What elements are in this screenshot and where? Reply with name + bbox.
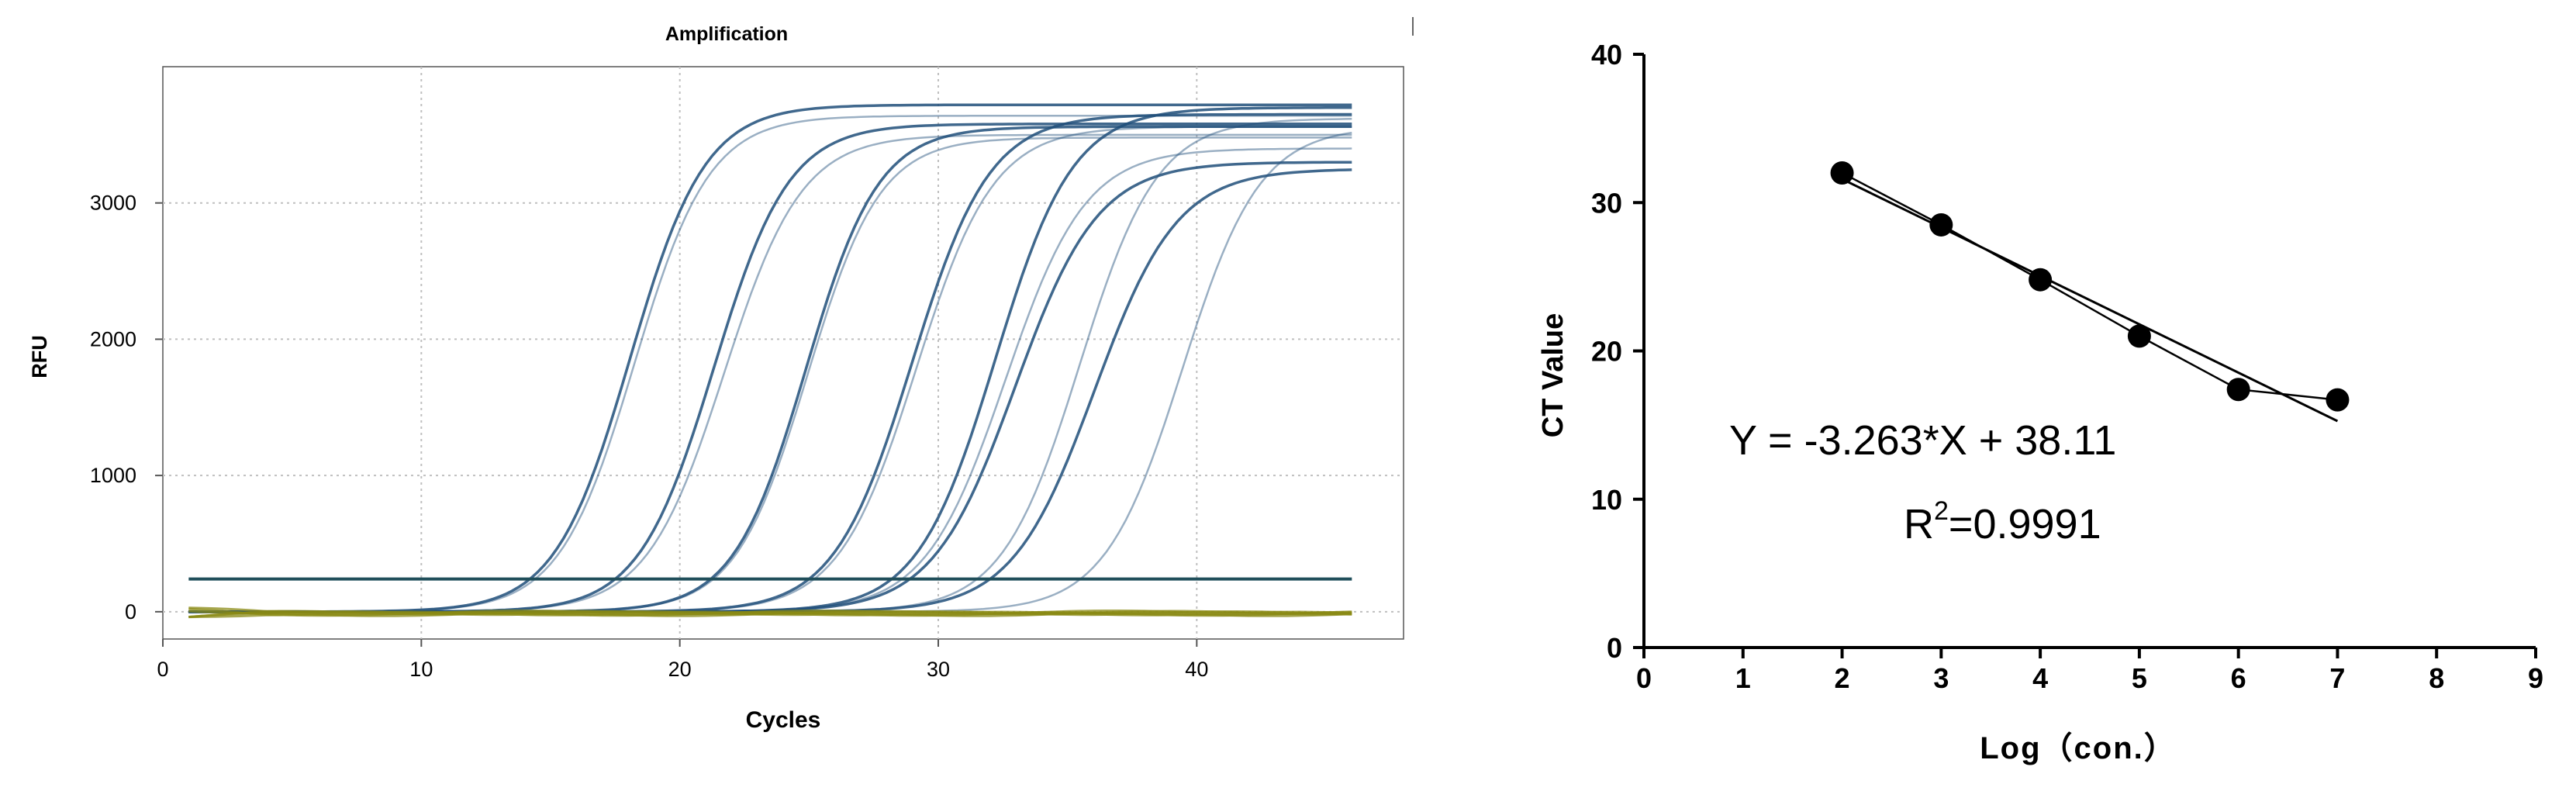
y-tick-label: 3000 (90, 192, 136, 215)
x-tick-label: 4 (2032, 662, 2048, 694)
y-tick-label: 10 (1591, 484, 1622, 516)
data-point (2326, 388, 2350, 412)
standard-curve-axes (1642, 54, 2536, 649)
amplification-chart-title: Amplification (665, 23, 788, 45)
x-tick-label: 9 (2528, 662, 2543, 694)
standard-curve-x-ticks: 0 1 2 3 4 5 6 7 8 9 (1636, 648, 2543, 694)
data-point (1830, 161, 1854, 185)
amplification-curves (188, 103, 1352, 619)
x-tick-label: 40 (1185, 658, 1208, 681)
x-tick-label: 30 (927, 658, 950, 681)
standard-curve-y-axis-label: CT Value (1537, 313, 1569, 438)
x-tick-label: 1 (1735, 662, 1751, 694)
amplification-y-axis-label: RFU (28, 335, 51, 378)
data-point (1929, 212, 1953, 237)
x-tick-label: 3 (1933, 662, 1949, 694)
x-tick-label: 2 (1835, 662, 1850, 694)
amplification-chart: Amplification 0 10 20 30 40 0 1000 2000 3000 Cy… (28, 23, 1404, 733)
y-tick-label: 1000 (90, 464, 136, 487)
x-tick-label: 20 (668, 658, 692, 681)
amplification-x-ticks: 0 10 20 30 40 (157, 639, 1208, 681)
standard-curve-y-ticks: 0 10 20 30 40 (1591, 39, 1644, 664)
standard-curve-x-axis-label: Log（con.） (1980, 731, 2177, 765)
y-tick-label: 0 (1607, 632, 1622, 664)
standard-curve-lines (1841, 171, 2339, 423)
amplification-y-ticks: 0 1000 2000 3000 (90, 192, 163, 623)
y-tick-label: 0 (125, 600, 136, 623)
data-point (2127, 324, 2151, 348)
x-tick-label: 7 (2329, 662, 2345, 694)
x-tick-label: 8 (2429, 662, 2444, 694)
amplification-plot-frame (162, 66, 1404, 640)
negative-trace (188, 606, 1352, 616)
r-squared-label: R2=0.9991 (1904, 496, 2101, 547)
x-tick-label: 5 (2132, 662, 2147, 694)
x-tick-label: 6 (2231, 662, 2246, 694)
point-connector-line (1842, 171, 2338, 401)
data-point (2029, 268, 2053, 292)
y-tick-label: 20 (1591, 336, 1622, 368)
y-tick-label: 30 (1591, 187, 1622, 219)
x-tick-label: 0 (157, 658, 168, 681)
y-tick-label: 2000 (90, 327, 136, 351)
x-tick-label: 0 (1636, 662, 1652, 694)
regression-equation: Y = -3.263*X + 38.11 (1729, 417, 2116, 464)
data-point (2226, 378, 2250, 402)
y-tick-label: 40 (1591, 39, 1622, 71)
amplification-x-axis-label: Cycles (746, 707, 821, 733)
x-tick-label: 10 (409, 658, 433, 681)
standard-curve-points (1830, 161, 2350, 412)
regression-line (1841, 178, 2339, 423)
